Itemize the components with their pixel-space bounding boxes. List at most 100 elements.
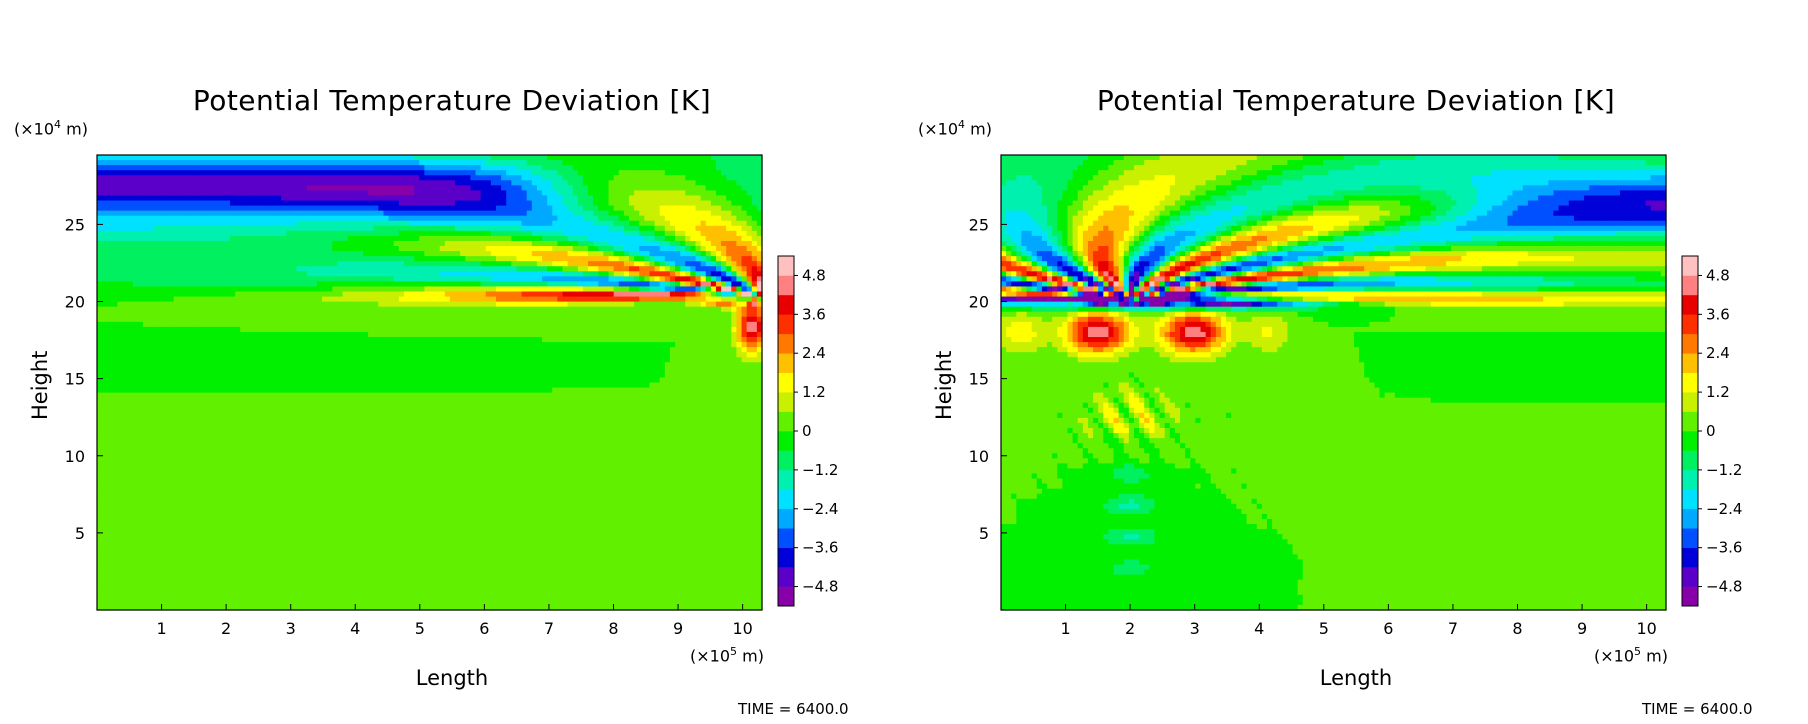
left-heatmap-cell (204, 599, 211, 606)
left-heatmap-cell (189, 594, 195, 601)
left-heatmap-cell (117, 579, 124, 586)
left-heatmap-cell (199, 433, 206, 439)
left-heatmap-cell (214, 503, 221, 510)
left-heatmap-cell (281, 579, 287, 586)
left-heatmap-cell (148, 534, 154, 540)
left-heatmap-cell (245, 367, 252, 373)
left-heatmap-cell (301, 564, 308, 571)
left-heatmap-cell (112, 165, 119, 171)
left-heatmap-cell (204, 554, 211, 561)
left-heatmap-cell (230, 448, 236, 454)
left-heatmap-cell (122, 326, 129, 333)
left-heatmap-cell (173, 200, 180, 207)
left-heatmap-cell (301, 488, 308, 495)
left-heatmap-cell (224, 529, 231, 535)
left-heatmap-cell (107, 306, 113, 313)
left-heatmap-cell (255, 337, 262, 343)
left-heatmap-cell (97, 271, 103, 277)
left-heatmap-cell (255, 240, 262, 247)
left-heatmap-cell (194, 256, 200, 262)
left-heatmap-cell (214, 544, 221, 550)
left-heatmap-cell (178, 301, 185, 308)
left-heatmap-cell (250, 508, 257, 515)
left-heatmap-cell (230, 549, 236, 555)
left-heatmap-cell (117, 200, 124, 207)
left-heatmap-cell (245, 261, 252, 267)
left-heatmap-cell (337, 493, 344, 500)
left-heatmap-cell (296, 422, 303, 429)
left-heatmap-cell (117, 559, 124, 566)
left-heatmap-cell (250, 316, 257, 323)
left-heatmap-cell (173, 463, 180, 470)
left-heatmap-cell (373, 412, 379, 419)
left-heatmap-cell (265, 377, 272, 384)
left-heatmap-cell (352, 448, 359, 454)
left-heatmap-cell (368, 165, 374, 171)
left-heatmap-cell (209, 433, 216, 439)
left-heatmap-cell (97, 524, 103, 530)
left-heatmap-cell (296, 266, 303, 272)
left-heatmap-cell (265, 296, 272, 303)
left-heatmap-cell (301, 417, 308, 424)
left-heatmap-cell (357, 407, 364, 414)
left-heatmap-cell (214, 493, 221, 500)
left-heatmap-cell (301, 478, 308, 485)
left-heatmap-cell (183, 559, 190, 566)
left-heatmap-cell (224, 301, 231, 308)
left-heatmap-cell (281, 155, 287, 161)
left-heatmap-cell (158, 554, 165, 561)
left-heatmap-cell (245, 337, 252, 343)
left-heatmap-cell (219, 428, 226, 434)
left-heatmap-cell (291, 513, 298, 520)
left-heatmap-cell (158, 372, 165, 379)
left-heatmap-cell (373, 367, 379, 373)
left-heatmap-cell (332, 311, 339, 318)
left-heatmap-cell (240, 185, 246, 191)
left-heatmap-cell (378, 246, 385, 252)
left-heatmap-cell (112, 493, 119, 500)
left-heatmap-cell (112, 195, 119, 202)
left-heatmap-cell (199, 564, 206, 571)
left-heatmap-cell (204, 235, 211, 242)
left-heatmap-cell (153, 251, 159, 257)
left-heatmap-cell (332, 337, 339, 343)
left-heatmap-cell (363, 519, 369, 525)
left-heatmap-cell (137, 296, 144, 303)
left-heatmap-cell (204, 463, 211, 470)
left-heatmap-cell (204, 316, 211, 323)
left-heatmap-cell (368, 544, 374, 550)
left-heatmap-cell (296, 362, 303, 368)
left-heatmap-cell (296, 372, 303, 379)
left-heatmap-cell (224, 235, 231, 242)
left-heatmap-cell (199, 200, 206, 207)
left-heatmap-cell (281, 246, 287, 252)
left-heatmap-cell (332, 508, 339, 515)
left-heatmap-cell (173, 493, 180, 500)
left-heatmap-cell (148, 397, 154, 404)
left-heatmap-cell (291, 276, 298, 282)
left-heatmap-cell (240, 311, 246, 318)
left-heatmap-cell (194, 422, 200, 429)
left-heatmap-cell (117, 488, 124, 495)
left-heatmap-cell (235, 529, 241, 535)
left-heatmap-cell (245, 513, 252, 520)
left-heatmap-cell (168, 443, 175, 449)
left-heatmap-cell (209, 261, 216, 267)
left-heatmap-cell (189, 377, 195, 384)
left-heatmap-cell (173, 276, 180, 282)
left-heatmap-cell (117, 301, 124, 308)
left-heatmap-cell (235, 574, 241, 581)
left-heatmap-cell (337, 453, 344, 459)
left-heatmap-cell (260, 215, 267, 222)
left-heatmap-cell (311, 473, 318, 480)
left-heatmap-cell (265, 463, 272, 470)
left-heatmap-cell (209, 170, 216, 176)
left-heatmap-cell (209, 291, 216, 298)
left-heatmap-cell (204, 584, 211, 591)
left-heatmap-cell (357, 246, 364, 252)
left-heatmap-cell (148, 200, 154, 207)
left-heatmap-cell (117, 372, 124, 379)
left-heatmap-cell (291, 519, 298, 525)
left-heatmap-cell (117, 554, 124, 561)
left-heatmap-cell (148, 519, 154, 525)
